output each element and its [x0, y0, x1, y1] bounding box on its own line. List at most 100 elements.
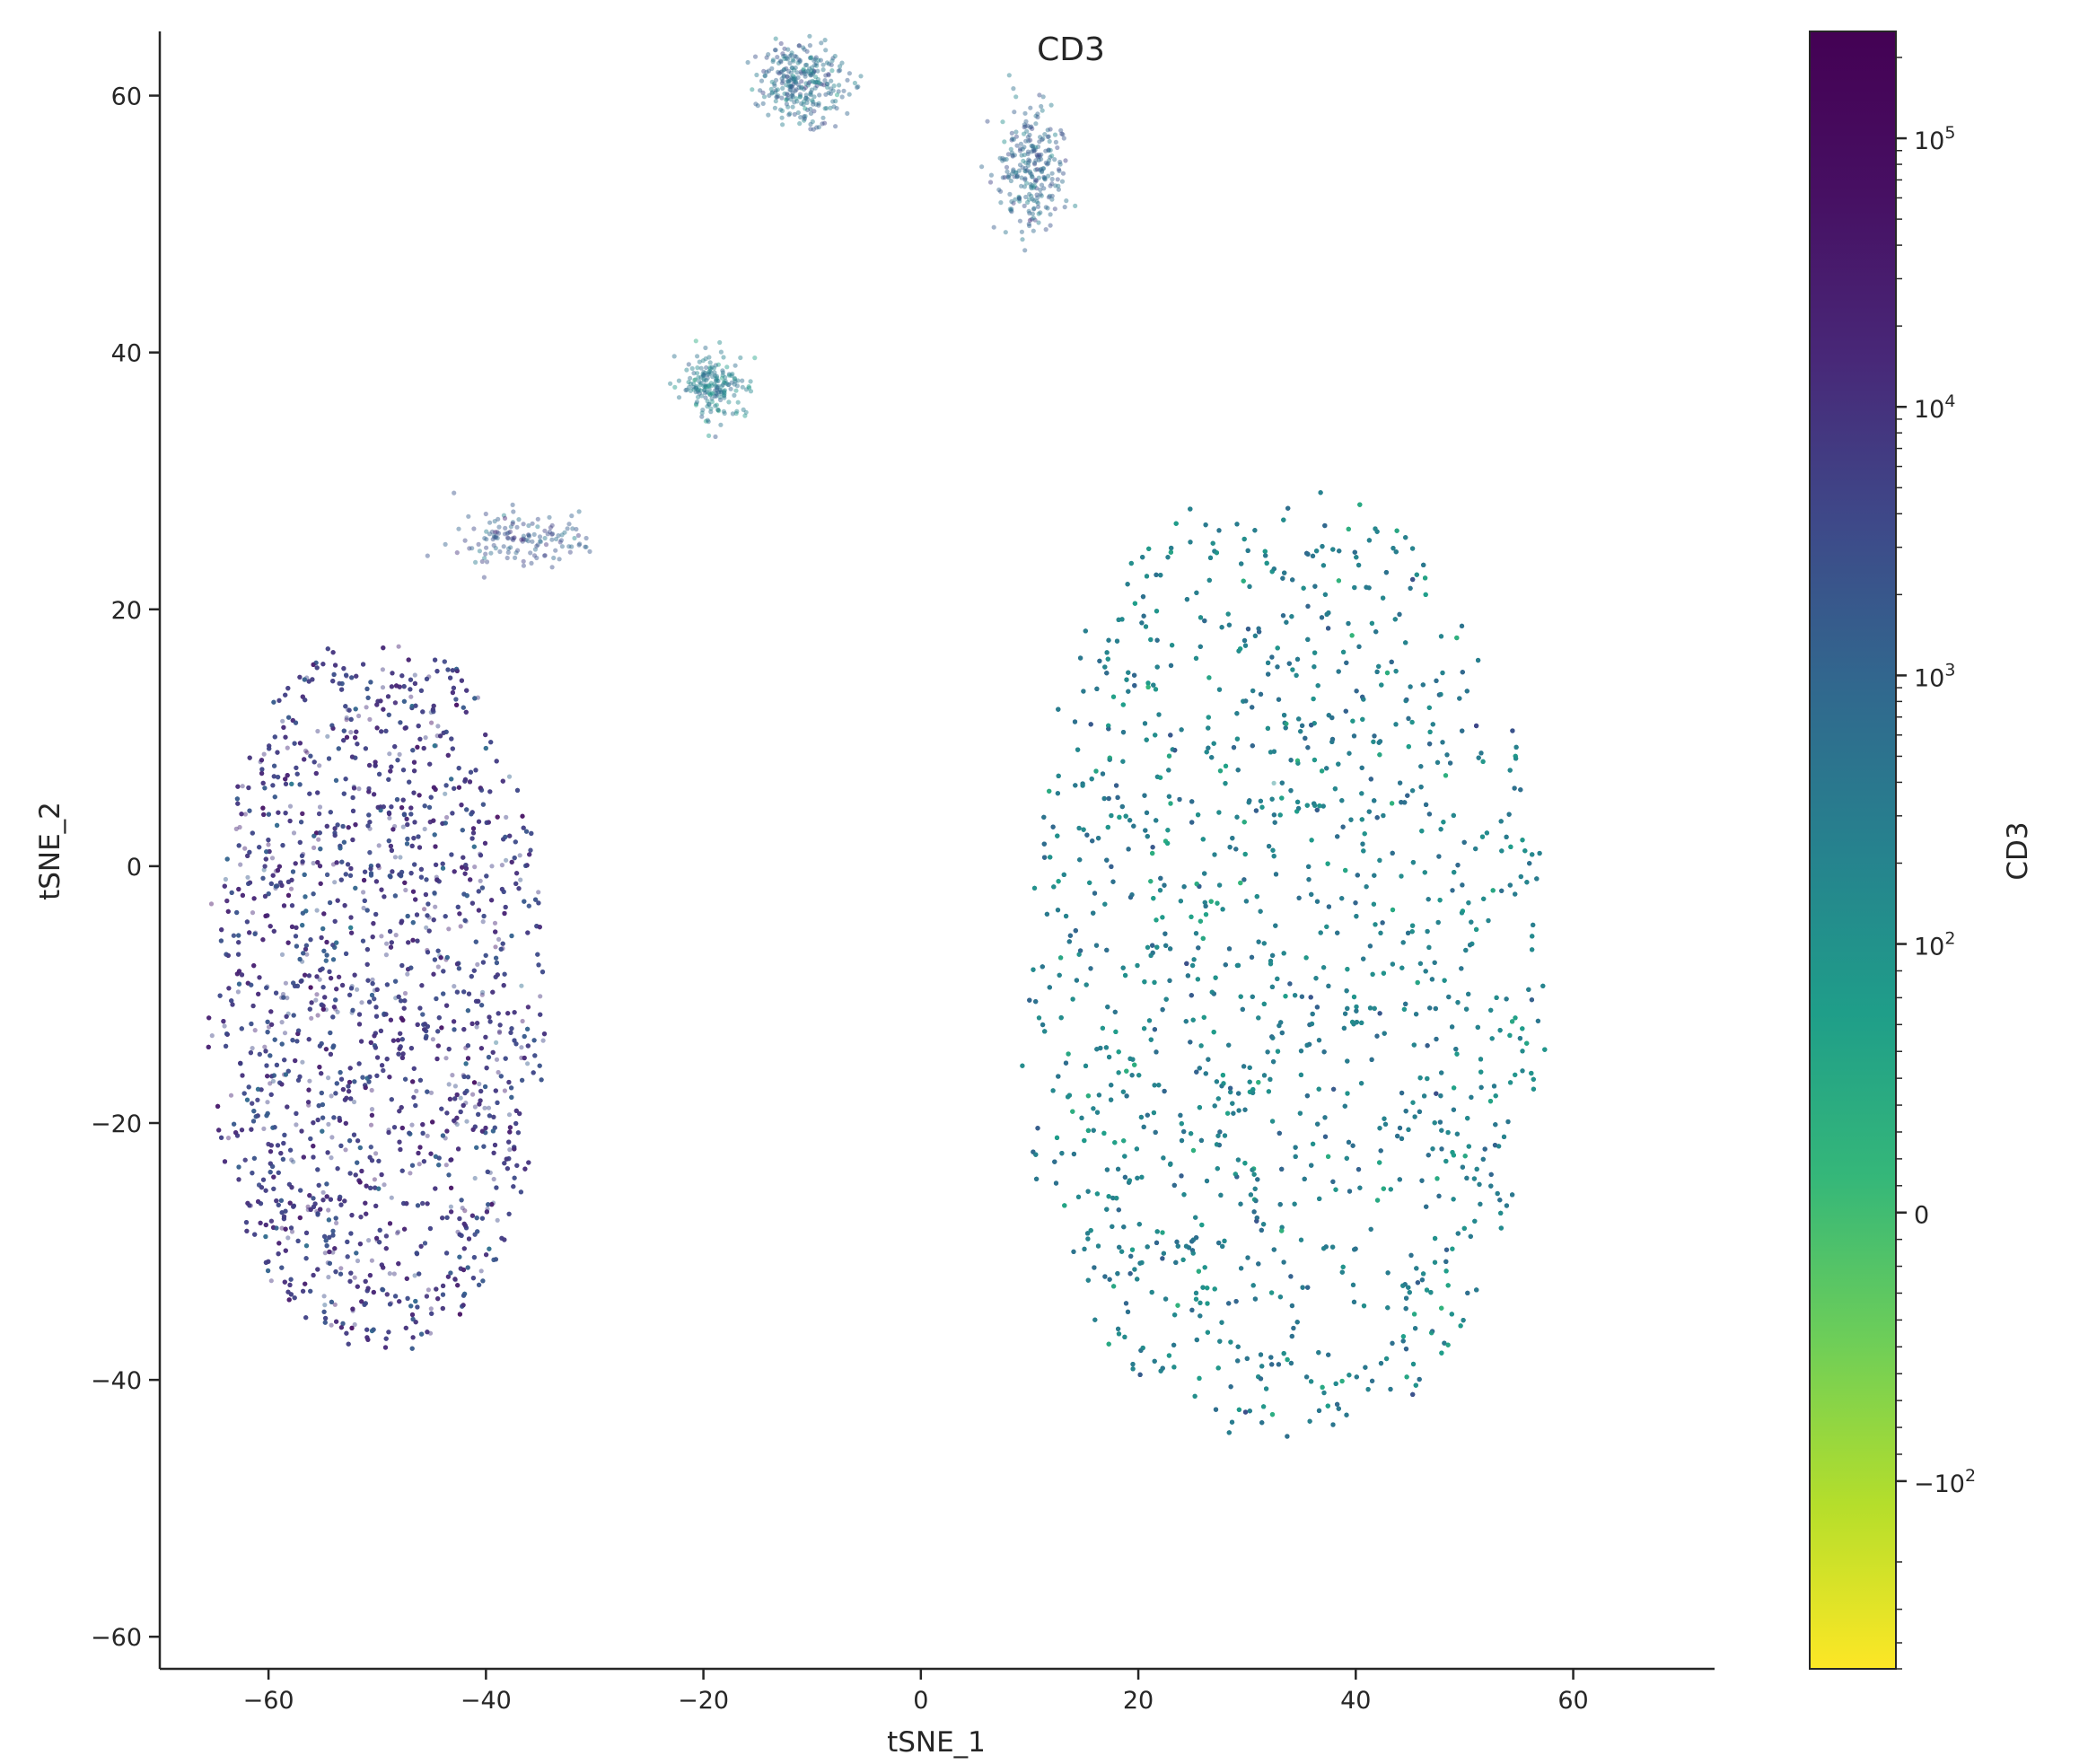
- scatter-point: [428, 1151, 434, 1156]
- scatter-point: [496, 1029, 503, 1034]
- scatter-point: [349, 1010, 355, 1015]
- scatter-point: [512, 1038, 517, 1043]
- scatter-point: [328, 1197, 333, 1202]
- scatter-point: [461, 989, 467, 995]
- scatter-point: [358, 1215, 364, 1220]
- scatter-point: [379, 1262, 384, 1268]
- scatter-point: [422, 907, 427, 912]
- scatter-point: [311, 845, 317, 851]
- scatter-point: [267, 1024, 272, 1030]
- scatter-point: [252, 1028, 258, 1033]
- scatter-point: [506, 1079, 512, 1085]
- scatter-point: [257, 845, 262, 850]
- scatter-point: [431, 818, 436, 823]
- scatter-point: [364, 908, 370, 913]
- scatter-point: [262, 785, 268, 791]
- scatter-point: [482, 840, 488, 846]
- scatter-point: [519, 983, 524, 988]
- scatter-point: [240, 784, 245, 789]
- scatter-point: [373, 1185, 378, 1190]
- scatter-point: [299, 978, 304, 984]
- scatter-point: [367, 716, 373, 723]
- scatter-point: [480, 919, 486, 925]
- scatter-point: [506, 774, 513, 779]
- scatter-point: [517, 853, 522, 858]
- scatter-point: [257, 1051, 262, 1057]
- scatter-point: [280, 1156, 285, 1162]
- scatter-point: [242, 846, 248, 851]
- scatter-point: [304, 750, 310, 755]
- scatter-point: [480, 960, 487, 965]
- scatter-point: [322, 1303, 328, 1308]
- scatter-point: [314, 908, 320, 913]
- scatter-point: [406, 657, 411, 663]
- scatter-point: [360, 1075, 365, 1080]
- scatter-point: [318, 847, 323, 852]
- scatter-point: [393, 996, 399, 1001]
- scatter-point: [471, 968, 477, 973]
- scatter-point: [538, 994, 543, 999]
- scatter-point: [390, 869, 395, 874]
- scatter-point: [314, 1208, 320, 1215]
- scatter-point: [322, 1251, 328, 1256]
- scatter-point: [525, 1061, 531, 1066]
- scatter-point: [320, 1189, 326, 1195]
- scatter-point: [392, 823, 398, 829]
- scatter-point: [315, 790, 320, 795]
- scatter-point: [435, 964, 441, 970]
- scatter-point: [454, 1121, 460, 1128]
- scatter-point: [428, 1306, 434, 1312]
- scatter-point: [410, 1335, 416, 1340]
- scatter-point: [496, 1030, 503, 1035]
- scatter-point: [318, 847, 323, 852]
- scatter-point: [370, 981, 375, 987]
- scatter-point: [338, 1266, 344, 1271]
- scatter-point: [379, 934, 384, 939]
- scatter-point: [425, 950, 431, 955]
- scatter-point: [450, 1073, 455, 1078]
- scatter-point: [229, 890, 234, 896]
- scatter-point: [472, 1104, 478, 1110]
- scatter-point: [492, 920, 498, 926]
- scatter-point: [486, 1105, 492, 1110]
- scatter-point: [302, 757, 307, 762]
- scatter-point: [408, 694, 414, 699]
- scatter-point: [376, 865, 382, 871]
- scatter-point: [423, 891, 428, 898]
- scatter-point: [474, 1145, 479, 1150]
- scatter-point: [351, 784, 356, 790]
- scatter-point: [513, 1108, 519, 1113]
- scatter-point: [447, 1096, 452, 1101]
- scatter-point: [315, 1117, 320, 1123]
- scatter-point: [498, 946, 504, 952]
- scatter-point: [349, 984, 355, 989]
- scatter-point: [396, 994, 401, 999]
- scatter-point: [372, 1043, 378, 1049]
- scatter-point: [372, 987, 377, 993]
- scatter-point: [303, 748, 309, 754]
- scatter-point: [463, 1101, 469, 1106]
- scatter-point: [410, 1335, 416, 1340]
- scatter-point: [269, 1074, 275, 1079]
- scatter-point: [425, 1133, 430, 1138]
- scatter-point: [477, 1081, 482, 1087]
- scatter-point: [258, 759, 263, 765]
- scatter-point: [276, 1241, 282, 1246]
- scatter-point: [429, 720, 434, 725]
- scatter-point: [433, 657, 438, 663]
- scatter-point: [417, 793, 422, 798]
- scatter-point: [265, 1030, 270, 1035]
- scatter-point: [424, 676, 430, 681]
- scatter-point: [364, 686, 370, 692]
- scatter-point: [281, 995, 286, 1000]
- scatter-point: [478, 1046, 485, 1051]
- scatter-point: [261, 867, 267, 873]
- scatter-point: [335, 1009, 340, 1014]
- scatter-point: [490, 1200, 496, 1206]
- scatter-point: [495, 1217, 500, 1223]
- scatter-point: [259, 758, 265, 763]
- scatter-point: [392, 700, 398, 706]
- scatter-point: [311, 1120, 316, 1126]
- scatter-point: [313, 660, 319, 665]
- scatter-point: [255, 1113, 260, 1119]
